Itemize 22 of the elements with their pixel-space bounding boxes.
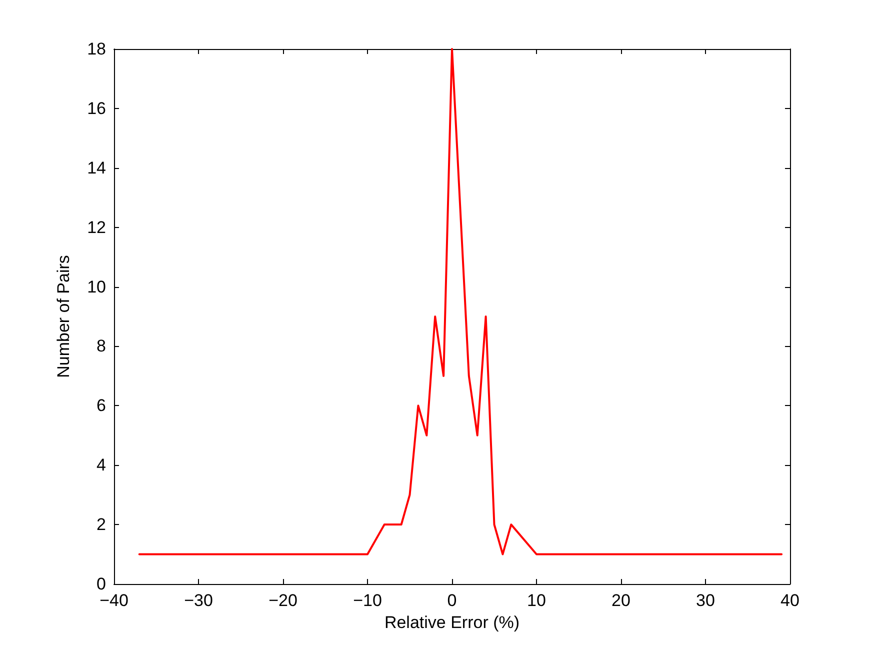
x-axis-title: Relative Error (%) — [384, 612, 520, 632]
x-tick-label: −40 — [100, 591, 128, 610]
x-tick-label: −30 — [184, 591, 213, 610]
y-tick-label: 10 — [87, 277, 106, 296]
y-tick-label: 8 — [96, 336, 106, 356]
x-tick-label: 30 — [696, 591, 715, 610]
x-tick-label: 10 — [527, 591, 546, 610]
y-tick-label: 0 — [96, 574, 106, 594]
y-tick-label: 4 — [96, 456, 106, 475]
x-tick-label: −10 — [353, 591, 382, 610]
y-tick-label: 14 — [87, 158, 106, 178]
y-tick-label: 18 — [87, 40, 106, 58]
x-tick-label: 0 — [447, 591, 457, 610]
y-tick-label: 6 — [96, 396, 106, 416]
y-tick-label: 2 — [96, 515, 106, 534]
x-tick-label: 40 — [780, 591, 800, 610]
y-axis-title: Number of Pairs — [54, 255, 73, 378]
y-tick-label: 12 — [87, 218, 106, 237]
line-series — [138, 48, 783, 556]
x-tick-label: 20 — [612, 591, 630, 610]
y-tick-label: 16 — [87, 98, 106, 118]
x-tick-label: −20 — [268, 591, 298, 610]
